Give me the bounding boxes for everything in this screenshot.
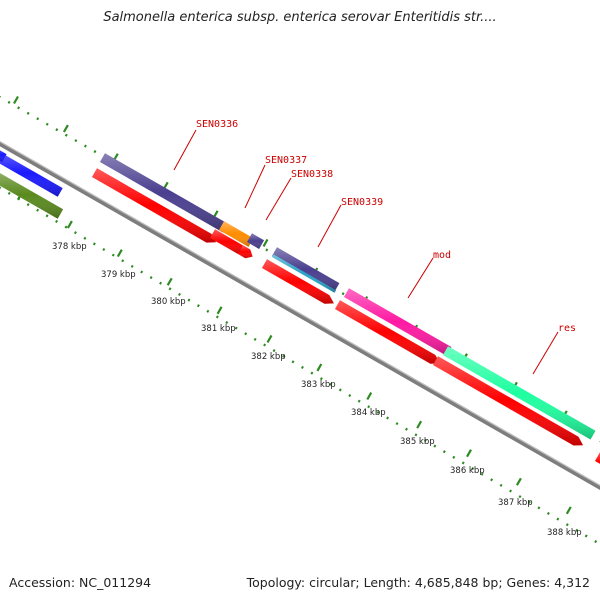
- ruler-major-tick: [116, 249, 123, 258]
- callout-line-sen0336: [173, 129, 197, 171]
- gene-label-sen0339: SEN0339: [341, 197, 383, 208]
- gene-mod-shade: [344, 288, 452, 356]
- ruler-major-tick: [416, 420, 423, 429]
- gene-label-mod: mod: [433, 250, 451, 261]
- ruler-major-tick: [262, 238, 269, 247]
- callout-line-sen0337: [244, 164, 266, 209]
- ruler-major-tick: [266, 334, 273, 343]
- gene-label-res: res: [558, 323, 576, 334]
- ruler-major-tick: [62, 124, 69, 133]
- gene-sen0337-shade: [219, 221, 254, 247]
- tick-label: 381 kbp: [201, 324, 236, 334]
- ruler-major-tick: [13, 95, 19, 105]
- ruler-major-tick: [565, 506, 572, 515]
- gene-label-sen0338: SEN0338: [291, 169, 333, 180]
- tick-label: 386 kbp: [450, 466, 485, 476]
- gene-callouts: SEN0336 SEN0337 SEN0338 SEN0339 mod res: [173, 119, 576, 375]
- callout-line-res: [532, 331, 559, 375]
- cds-forward-2-shade: [210, 229, 248, 254]
- gene-sen0336-shade: [100, 153, 229, 233]
- tick-label: 388 kbp: [547, 528, 582, 538]
- cds-blue-shade: [0, 152, 63, 197]
- ruler-major-tick: [366, 392, 373, 401]
- cds-forward-6-shade: [433, 356, 583, 446]
- tick-labels: 378 kbp 379 kbp 380 kbp 381 kbp 382 kbp …: [52, 242, 582, 538]
- genome-backbone-highlight: [0, 141, 600, 487]
- ruler-major-tick: [166, 277, 173, 286]
- tick-label: 379 kbp: [101, 270, 136, 280]
- cds-forward-3-shade: [238, 245, 253, 259]
- cds-olive-shade: [0, 173, 64, 219]
- callout-line-sen0339: [317, 204, 342, 248]
- tick-label: 380 kbp: [151, 297, 186, 307]
- gene-res-shade: [443, 346, 596, 440]
- gene-sen0339-shade: [272, 247, 340, 292]
- gene-sen0338-shade: [247, 233, 265, 249]
- ruler-major-tick: [466, 449, 472, 458]
- callout-line-sen0338: [265, 177, 292, 221]
- ruler-major-tick: [216, 306, 223, 315]
- gene-label-sen0336: SEN0336: [196, 119, 238, 130]
- tick-label: 378 kbp: [52, 242, 87, 252]
- ruler-major-tick: [316, 363, 323, 372]
- ruler-major-tick: [66, 220, 73, 229]
- map-title: Salmonella enterica subsp. enterica sero…: [103, 10, 497, 25]
- tick-label: 382 kbp: [251, 352, 286, 362]
- cds-forward-7-shade: [595, 452, 600, 464]
- gene-sen0339-stripe-shade: [272, 254, 336, 293]
- feature-track: [0, 150, 600, 464]
- cds-forward-1-shade: [92, 168, 216, 243]
- callout-line-mod: [407, 257, 434, 299]
- cds-forward-5-shade: [335, 300, 440, 364]
- tick-label: 387 kbp: [498, 498, 533, 508]
- tick-label: 383 kbp: [301, 380, 336, 390]
- tick-label: 385 kbp: [400, 437, 435, 447]
- gene-label-sen0337: SEN0337: [265, 155, 307, 166]
- genome-summary-text: Topology: circular; Length: 4,685,848 bp…: [246, 575, 590, 590]
- inner-ruler-major-ticks: [17, 191, 572, 515]
- accession-text: Accession: NC_011294: [9, 575, 152, 590]
- tick-label: 384 kbp: [351, 408, 386, 418]
- genome-backbone: [0, 141, 600, 491]
- cds-forward-4-shade: [262, 259, 334, 304]
- cds-blue-small-shade: [0, 150, 7, 162]
- ruler-major-tick: [515, 477, 522, 486]
